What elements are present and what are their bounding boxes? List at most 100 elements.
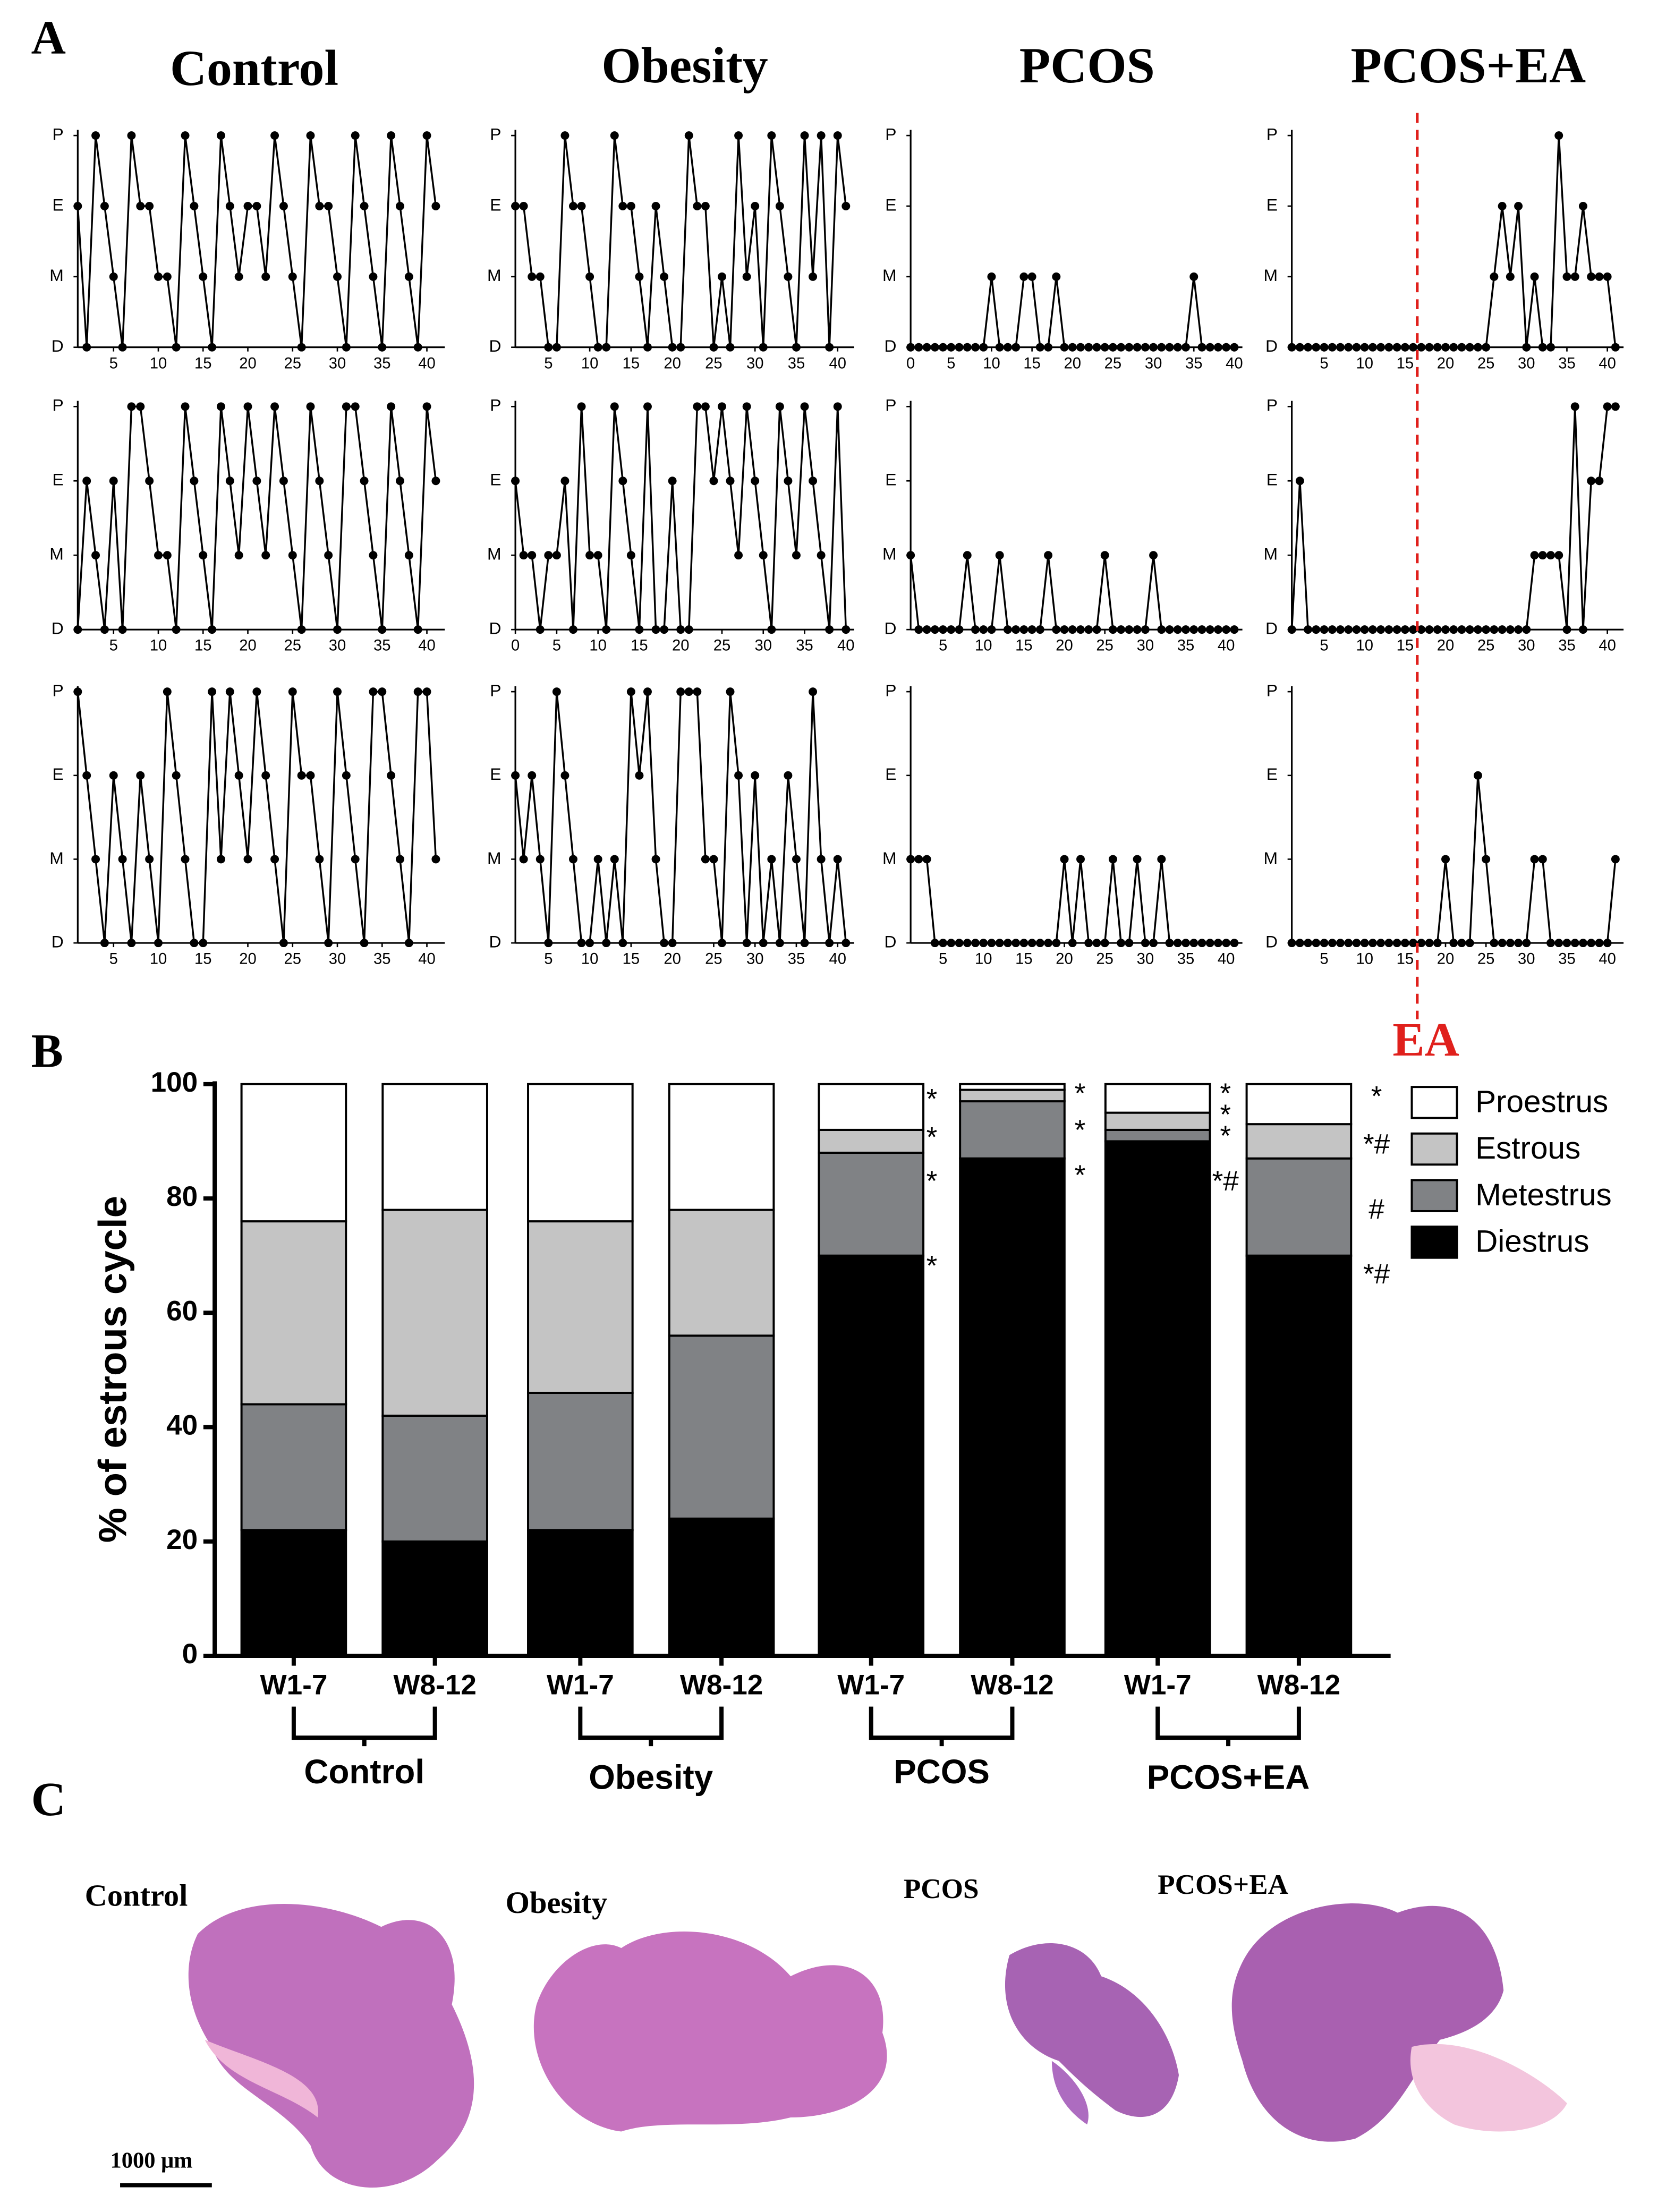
data-point: [1490, 625, 1499, 634]
group-label: PCOS+EA: [1147, 1758, 1310, 1797]
data-point: [225, 477, 234, 486]
data-point: [552, 551, 561, 560]
data-point: [1425, 343, 1434, 352]
data-point: [109, 272, 118, 281]
data-point: [1035, 343, 1044, 352]
significance-mark: *: [1220, 1099, 1231, 1130]
tissue: [1410, 2044, 1567, 2132]
data-point: [1409, 343, 1418, 352]
data-point: [1587, 272, 1596, 281]
y-tick-label: M: [487, 266, 502, 285]
x-tick-label: 25: [1104, 355, 1122, 372]
data-point: [1465, 939, 1474, 948]
data-point: [610, 402, 619, 411]
data-point: [995, 343, 1004, 352]
data-point: [693, 402, 702, 411]
x-tick-label: 10: [975, 951, 992, 968]
x-tick-label: 10: [975, 637, 992, 654]
bar-segment: [668, 1083, 775, 1211]
data-point: [693, 201, 702, 210]
x-tick-label: 35: [788, 951, 805, 968]
significance-mark: *#: [1212, 1165, 1239, 1197]
data-point: [1165, 625, 1174, 634]
data-point: [626, 551, 635, 560]
data-point: [136, 402, 145, 411]
data-point: [1205, 343, 1214, 352]
data-point: [82, 771, 91, 780]
bar-segment: [1245, 1254, 1353, 1657]
data-point: [792, 551, 801, 560]
x-tick-label: W8-12: [1257, 1670, 1340, 1701]
data-point: [73, 687, 82, 696]
data-point: [199, 551, 208, 560]
data-point: [701, 402, 710, 411]
x-tick-label: 15: [1015, 637, 1033, 654]
histology-images: [120, 1903, 1567, 2188]
data-point: [963, 343, 972, 352]
data-point: [684, 131, 693, 140]
y-tick-label: D: [52, 932, 64, 951]
data-point: [378, 687, 387, 696]
data-point: [1060, 625, 1069, 634]
panel-label: A: [31, 10, 66, 64]
data-point: [225, 201, 234, 210]
data-point: [593, 855, 602, 864]
data-point: [1173, 939, 1182, 948]
x-tick-label: 10: [1356, 951, 1373, 968]
y-tick-label: D: [1265, 619, 1278, 638]
data-point: [100, 201, 109, 210]
data-point: [1141, 343, 1150, 352]
data-point: [593, 551, 602, 560]
y-tick-label: P: [53, 125, 64, 144]
y-tick-label: E: [53, 470, 64, 489]
x-tick-label: 20: [1437, 951, 1455, 968]
x-tick-label: W8-12: [393, 1670, 476, 1701]
data-point: [216, 402, 225, 411]
data-point: [252, 687, 261, 696]
x-tick-label: 15: [1015, 951, 1033, 968]
data-point: [1530, 855, 1539, 864]
data-point: [784, 272, 793, 281]
data-point: [1092, 625, 1101, 634]
data-point: [306, 131, 315, 140]
data-point: [947, 939, 956, 948]
data-point: [676, 343, 685, 352]
x-tick-label: 35: [796, 637, 813, 654]
x-tick-label: W8-12: [680, 1670, 763, 1701]
data-point: [82, 477, 91, 486]
data-point: [1392, 939, 1401, 948]
x-tick-label: 20: [1437, 355, 1455, 372]
data-point: [660, 272, 669, 281]
legend-label: Estrous: [1475, 1131, 1580, 1165]
legend-label: Proestrus: [1475, 1084, 1608, 1119]
data-point: [1400, 939, 1409, 948]
y-tick-label: P: [1266, 396, 1278, 415]
data-point: [1409, 939, 1418, 948]
data-point: [1044, 343, 1053, 352]
data-point: [930, 343, 939, 352]
data-point: [709, 855, 718, 864]
bar-segment: [1245, 1083, 1353, 1126]
data-point: [118, 855, 127, 864]
data-point: [1052, 625, 1061, 634]
data-point: [1213, 939, 1222, 948]
bar-segment: [668, 1334, 775, 1520]
x-tick-label: 35: [373, 951, 391, 968]
data-point: [91, 131, 100, 140]
data-point: [1027, 939, 1036, 948]
data-point: [181, 402, 190, 411]
data-point: [1449, 343, 1458, 352]
data-point: [1522, 625, 1531, 634]
data-point: [1538, 343, 1547, 352]
data-point: [1213, 343, 1222, 352]
x-tick-label: 25: [284, 355, 302, 372]
data-point: [1141, 625, 1150, 634]
data-point: [324, 201, 333, 210]
data-point: [784, 477, 793, 486]
y-tick-label: M: [882, 848, 897, 867]
data-point: [1044, 939, 1053, 948]
data-point: [396, 855, 404, 864]
data-point: [181, 131, 190, 140]
data-point: [995, 939, 1004, 948]
data-point: [593, 343, 602, 352]
